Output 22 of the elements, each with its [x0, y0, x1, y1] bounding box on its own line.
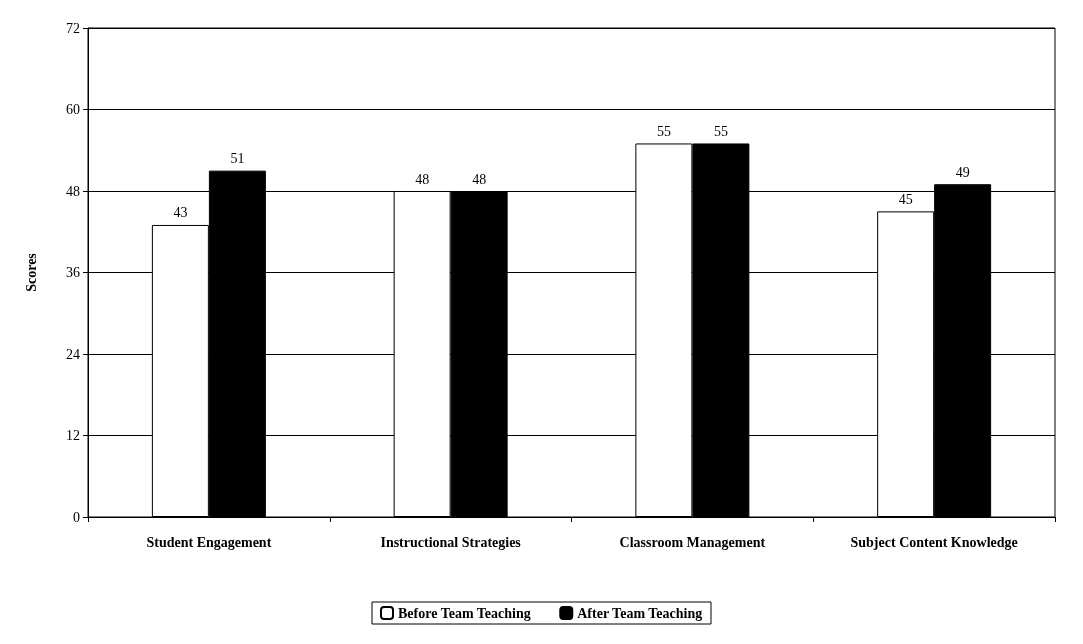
data-label: 55 — [713, 123, 728, 139]
x-tick-label: Student Engagement — [146, 534, 272, 550]
y-tick-label: 60 — [66, 102, 80, 117]
data-label: 49 — [955, 164, 970, 180]
y-axis-title: Scores — [23, 252, 39, 292]
x-tick-label: Classroom Management — [619, 534, 766, 550]
data-label: 48 — [472, 171, 487, 187]
y-tick-label: 48 — [66, 183, 80, 199]
x-tick-label: Subject Content Knowledge — [850, 534, 1018, 550]
y-tick-label: 0 — [73, 509, 80, 525]
y-tick-label: 36 — [66, 265, 80, 280]
data-label: 55 — [656, 123, 671, 139]
y-tick-label: 12 — [66, 428, 80, 443]
data-label: 48 — [415, 171, 430, 187]
data-label: 43 — [173, 205, 188, 221]
y-tick-label: 24 — [66, 346, 80, 362]
data-label: 51 — [230, 151, 245, 167]
y-tick-label: 72 — [66, 20, 80, 36]
x-tick-label: Instructional Strategies — [380, 534, 522, 550]
legend-label: Before Team Teaching — [398, 605, 531, 621]
legend-label: After Team Teaching — [577, 605, 703, 621]
data-label: 45 — [898, 191, 913, 207]
